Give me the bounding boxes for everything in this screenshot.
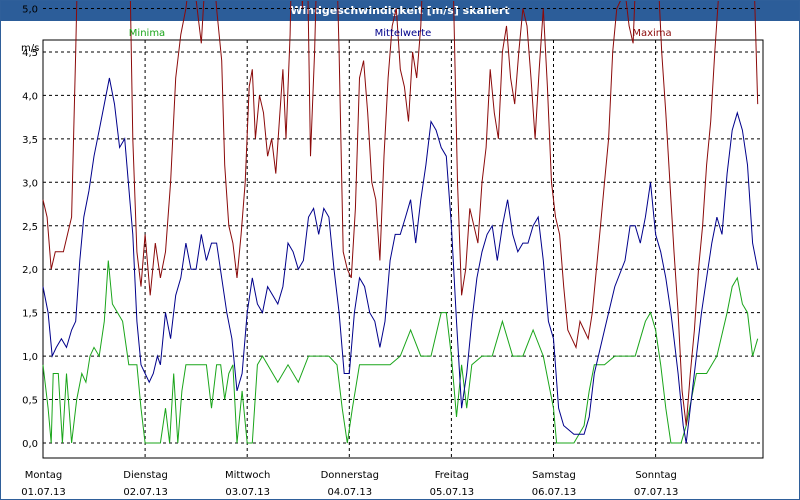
x-axis-day-labels: Montag 01.07.13 Dienstag 02.07.13 Mittwoch 03… [21,470,678,498]
day-date-label: 04.07.13 [328,487,373,498]
day-name-label: Montag [25,470,62,481]
day-name-label: Mittwoch [225,470,270,481]
legend: Minima Mittelwerte Maxima [129,28,672,39]
day-name-label: Freitag [435,470,469,481]
y-tick-label: 4,5 [22,48,38,59]
y-axis-unit-label: m/s [21,43,39,54]
day-name-label: Dienstag [123,470,168,481]
legend-entry-mittelwerte: Mittelwerte [375,28,432,39]
y-tick-label: 1,5 [22,309,38,320]
y-axis-ticks: 0,00,51,01,52,02,53,03,54,04,55,05,56,06… [22,5,38,451]
plot-area [42,39,764,459]
y-tick-label: 2,0 [22,265,38,276]
day-date-label: 07.07.13 [634,487,679,498]
day-date-label: 01.07.13 [21,487,66,498]
day-date-label: 02.07.13 [123,487,168,498]
y-tick-label: 1,0 [22,352,38,363]
series-lines [42,1,759,444]
day-name-label: Samstag [532,470,576,481]
y-tick-label: 2,5 [22,222,38,233]
y-tick-label: 5,0 [22,5,38,16]
y-tick-label: 4,0 [22,91,38,102]
y-tick-label: 3,5 [22,135,38,146]
day-name-label: Sonntag [635,470,677,481]
day-date-label: 05.07.13 [430,487,475,498]
legend-entry-maxima: Maxima [632,28,671,39]
grid-lines [43,8,763,458]
y-tick-label: 3,0 [22,178,38,189]
day-date-label: 06.07.13 [532,487,577,498]
day-name-label: Donnerstag [321,470,379,481]
series-line-mittelwerte [42,77,759,444]
series-line-minima [42,260,759,444]
legend-entry-minima: Minima [129,28,165,39]
y-tick-label: 0,0 [22,439,38,450]
series-line-maxima [42,1,759,426]
day-date-label: 03.07.13 [225,487,270,498]
y-tick-label: 0,5 [22,396,38,407]
window-title: Windgeschwindigkeit [m/s] skaliert [1,1,799,21]
